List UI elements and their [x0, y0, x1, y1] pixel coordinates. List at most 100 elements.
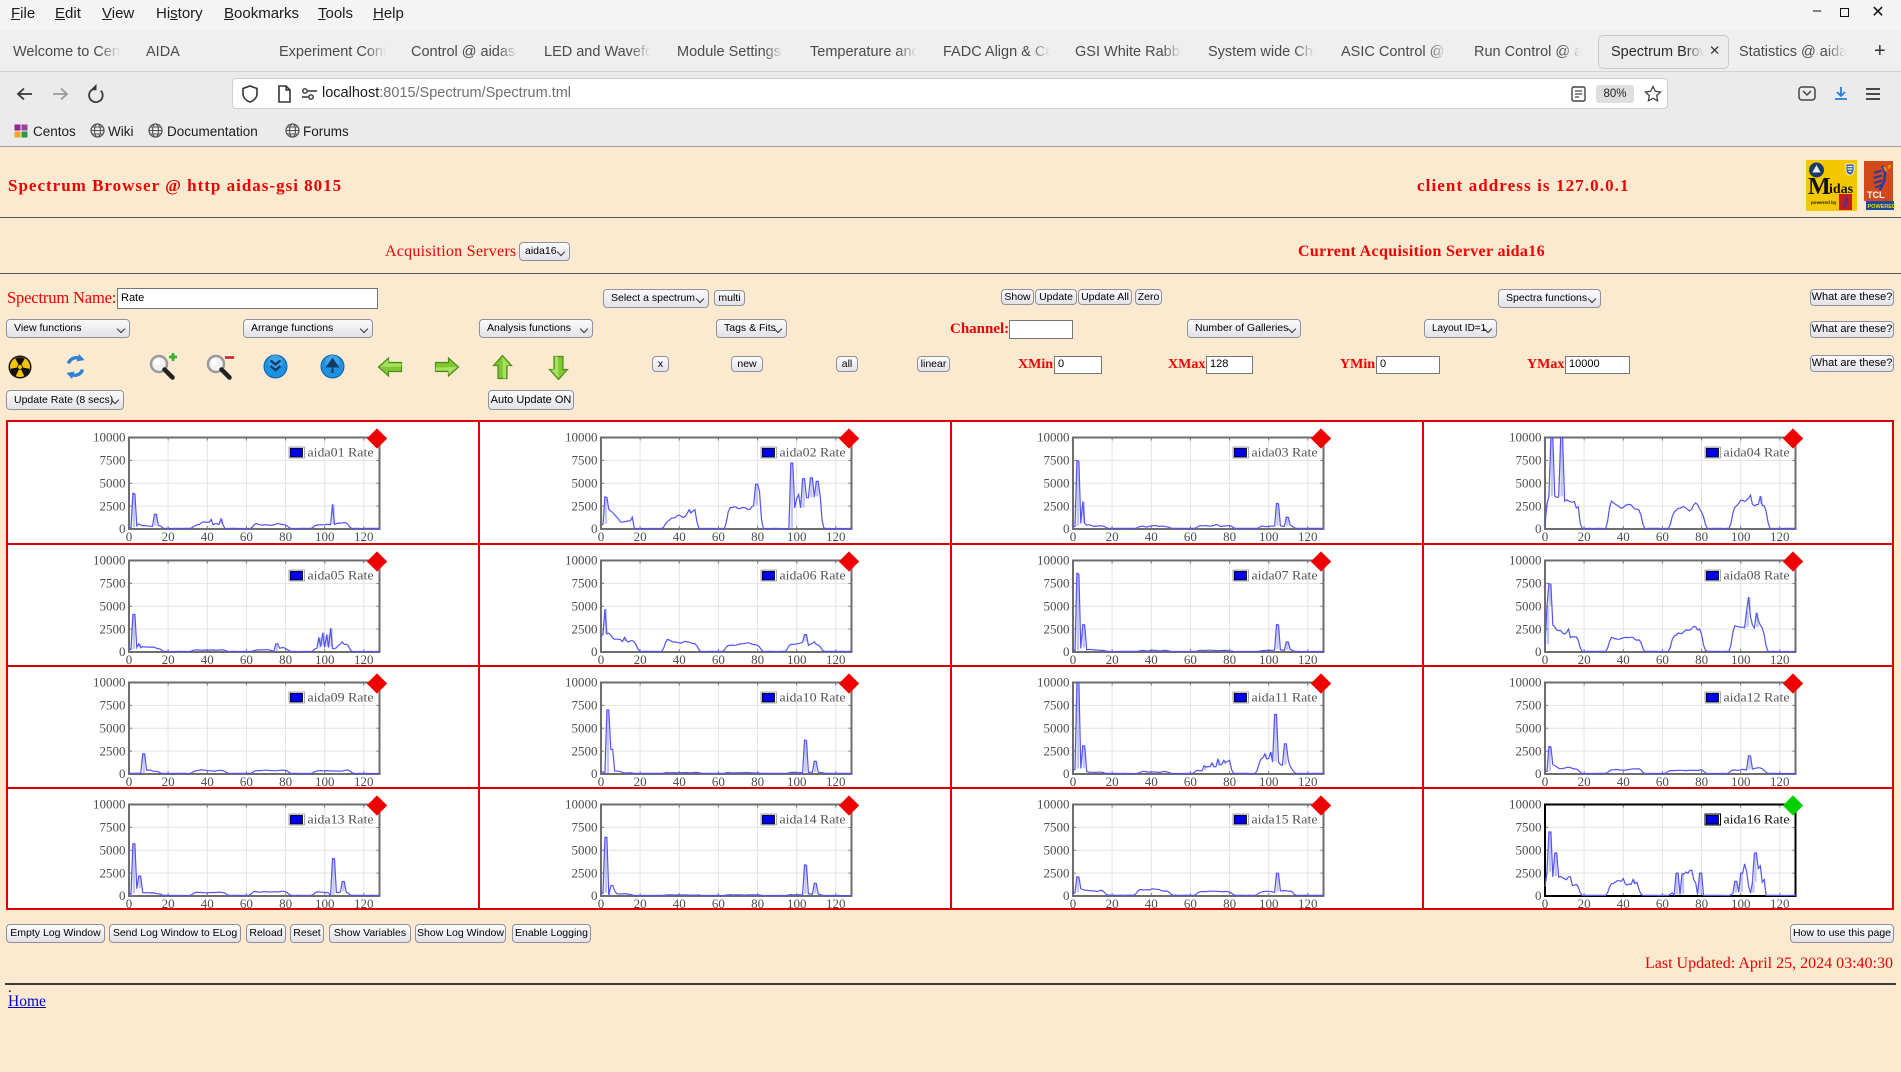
svg-text:2500: 2500	[1044, 865, 1070, 880]
svg-text:100: 100	[1731, 774, 1751, 787]
svg-text:7500: 7500	[1044, 698, 1070, 713]
svg-text:7500: 7500	[1516, 820, 1542, 835]
svg-text:100: 100	[787, 774, 807, 787]
svg-text:0: 0	[1063, 644, 1070, 659]
svg-text:60: 60	[240, 652, 253, 665]
svg-text:0: 0	[1542, 896, 1549, 909]
svg-text:5000: 5000	[1044, 721, 1070, 736]
svg-text:100: 100	[1259, 896, 1279, 909]
svg-text:2500: 2500	[100, 498, 126, 513]
svg-text:aida03 Rate: aida03 Rate	[1252, 445, 1318, 460]
svg-text:80: 80	[1223, 652, 1236, 665]
svg-text:0: 0	[1070, 652, 1077, 665]
svg-text:120: 120	[826, 896, 846, 909]
svg-text:10000: 10000	[1509, 430, 1542, 445]
svg-text:60: 60	[712, 529, 725, 542]
svg-text:40: 40	[1617, 896, 1630, 909]
svg-text:5000: 5000	[572, 476, 598, 491]
svg-text:10000: 10000	[565, 553, 598, 568]
svg-text:5000: 5000	[572, 721, 598, 736]
svg-text:40: 40	[673, 774, 686, 787]
svg-text:80: 80	[1695, 652, 1708, 665]
svg-text:60: 60	[1656, 896, 1669, 909]
svg-text:5000: 5000	[100, 599, 126, 614]
svg-text:20: 20	[1106, 529, 1119, 542]
svg-text:0: 0	[1070, 774, 1077, 787]
svg-text:20: 20	[1106, 652, 1119, 665]
svg-text:aida06 Rate: aida06 Rate	[780, 568, 846, 583]
svg-text:60: 60	[1656, 774, 1669, 787]
svg-text:120: 120	[1298, 529, 1318, 542]
svg-text:20: 20	[1578, 774, 1591, 787]
svg-text:7500: 7500	[1516, 576, 1542, 591]
svg-text:2500: 2500	[100, 621, 126, 636]
svg-text:60: 60	[712, 896, 725, 909]
svg-text:0: 0	[1063, 888, 1070, 903]
svg-text:2500: 2500	[100, 743, 126, 758]
svg-text:5000: 5000	[1044, 476, 1070, 491]
svg-text:aida09 Rate: aida09 Rate	[308, 690, 374, 705]
svg-text:40: 40	[1145, 896, 1158, 909]
svg-text:5000: 5000	[1516, 599, 1542, 614]
svg-text:80: 80	[279, 774, 292, 787]
svg-text:10000: 10000	[565, 430, 598, 445]
svg-text:10000: 10000	[1037, 553, 1070, 568]
svg-text:aida11 Rate: aida11 Rate	[1252, 690, 1318, 705]
svg-text:10000: 10000	[565, 675, 598, 690]
svg-text:0: 0	[126, 529, 133, 542]
svg-text:0: 0	[1542, 652, 1549, 665]
svg-text:10000: 10000	[93, 430, 126, 445]
svg-text:0: 0	[119, 888, 126, 903]
svg-text:5000: 5000	[1516, 843, 1542, 858]
svg-text:0: 0	[1542, 774, 1549, 787]
svg-text:2500: 2500	[1516, 621, 1542, 636]
svg-text:40: 40	[1617, 774, 1630, 787]
svg-text:2500: 2500	[100, 865, 126, 880]
svg-text:10000: 10000	[565, 797, 598, 812]
svg-text:120: 120	[1770, 774, 1790, 787]
svg-text:20: 20	[162, 529, 175, 542]
svg-text:0: 0	[1063, 766, 1070, 781]
svg-text:120: 120	[354, 774, 374, 787]
svg-text:40: 40	[1617, 652, 1630, 665]
svg-text:120: 120	[826, 774, 846, 787]
svg-text:40: 40	[1145, 774, 1158, 787]
svg-text:0: 0	[1535, 888, 1542, 903]
svg-text:100: 100	[315, 529, 335, 542]
svg-text:120: 120	[1298, 652, 1318, 665]
svg-text:10000: 10000	[93, 797, 126, 812]
svg-text:40: 40	[201, 896, 214, 909]
svg-text:aida13 Rate: aida13 Rate	[308, 812, 374, 827]
svg-text:100: 100	[1259, 529, 1279, 542]
svg-text:aida14 Rate: aida14 Rate	[780, 812, 846, 827]
svg-text:TCL: TCL	[1867, 190, 1885, 200]
svg-text:20: 20	[634, 774, 647, 787]
svg-text:0: 0	[591, 644, 598, 659]
svg-text:2500: 2500	[572, 743, 598, 758]
svg-text:idas: idas	[1829, 182, 1854, 197]
svg-text:aida16 Rate: aida16 Rate	[1724, 812, 1790, 827]
svg-text:0: 0	[1542, 529, 1549, 542]
svg-text:60: 60	[1184, 652, 1197, 665]
svg-text:0: 0	[126, 774, 133, 787]
svg-text:80: 80	[1223, 774, 1236, 787]
svg-text:2500: 2500	[572, 621, 598, 636]
svg-text:0: 0	[1535, 644, 1542, 659]
svg-text:7500: 7500	[572, 820, 598, 835]
svg-text:100: 100	[315, 652, 335, 665]
svg-text:0: 0	[119, 766, 126, 781]
svg-text:5000: 5000	[100, 721, 126, 736]
svg-text:10000: 10000	[1037, 797, 1070, 812]
svg-text:80: 80	[1695, 896, 1708, 909]
svg-text:POWERED: POWERED	[1868, 204, 1896, 210]
svg-text:aida15 Rate: aida15 Rate	[1252, 812, 1318, 827]
svg-text:80: 80	[751, 529, 764, 542]
svg-text:120: 120	[826, 529, 846, 542]
svg-text:0: 0	[1070, 529, 1077, 542]
svg-text:7500: 7500	[572, 453, 598, 468]
svg-text:0: 0	[119, 521, 126, 536]
svg-text:80: 80	[1223, 896, 1236, 909]
svg-text:0: 0	[598, 652, 605, 665]
svg-text:60: 60	[1184, 774, 1197, 787]
svg-text:60: 60	[1184, 896, 1197, 909]
